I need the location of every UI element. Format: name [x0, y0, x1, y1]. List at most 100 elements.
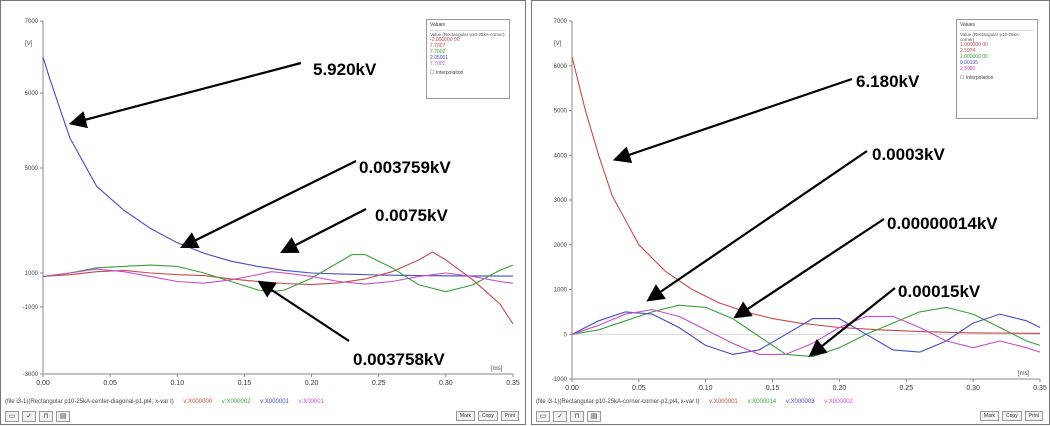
series-line	[42, 56, 514, 277]
legend-entry: 2.5974	[960, 48, 976, 54]
x-tick-label: 0.35	[506, 380, 520, 387]
legend-entry: 7.7007	[430, 43, 446, 49]
right-toolbar: ▭ ✓ ⊓ ▤	[536, 409, 601, 423]
y-tick-label: -3000	[23, 372, 39, 378]
caption-item: v:X000014	[747, 399, 777, 405]
cursor-tool-icon[interactable]: ⊓	[39, 410, 53, 422]
annotation-label: 5.920kV	[313, 60, 377, 79]
right-legend: Values Value (Rectangular p10-25kA-corne…	[956, 19, 1038, 119]
legend-title: Values	[430, 22, 445, 28]
x-tick-label: 0.00	[36, 380, 50, 387]
annotation-label: 6.180kV	[856, 72, 920, 91]
cursor-tool-icon[interactable]: ⊓	[570, 410, 584, 422]
y-tick-label: 3000	[554, 198, 568, 204]
x-tick-label: 0.20	[305, 380, 319, 387]
left-chart: 7000 6000 5000 1000 -1000 -3000 0.00 0.05 0.10 0.…	[23, 19, 520, 387]
annotation-label: 0.0075kV	[375, 206, 448, 225]
legend-title: Values	[960, 22, 975, 28]
annotation-arrow	[733, 218, 885, 319]
interpolation-label: Interpolation	[435, 70, 464, 76]
copy-button[interactable]: Copy	[1002, 411, 1022, 421]
legend-entry: 0.00195	[960, 60, 979, 66]
legend-entry: 1.000000 00	[960, 54, 988, 60]
x-tick-label: 0.15	[766, 385, 780, 392]
x-tick-label: 0.15	[238, 380, 252, 387]
left-legend: Values Value (Rectangular p10-25kA-corne…	[426, 19, 510, 99]
y-tick-label: -1000	[23, 305, 39, 311]
legend-entry: 7.7002	[430, 49, 446, 55]
x-tick-label: 0.30	[439, 380, 453, 387]
series-line	[42, 268, 514, 285]
mark-tool-icon[interactable]: ▭	[5, 410, 19, 422]
caption-file: (file i3-1)(Rectangular p10-25kA-center-…	[5, 399, 174, 405]
x-unit-label: [ms]	[491, 366, 503, 372]
legend-entry: 7.7001	[430, 61, 446, 67]
x-tick-label: 0.35	[1033, 385, 1047, 392]
interpolation-checkbox[interactable]: ☐ Interpolation	[960, 75, 994, 81]
annotation-arrow	[808, 287, 896, 357]
legend-entry: -2.000000 00	[430, 37, 460, 43]
y-tick-label: 7000	[25, 19, 39, 25]
annotation-label: 0.00000014kV	[887, 214, 998, 233]
interpolation-checkbox[interactable]: ☐ Interpolation	[430, 70, 464, 76]
annotation-label: 0.003759kV	[359, 158, 451, 177]
mark-button[interactable]: Mark	[455, 411, 476, 421]
y-tick-label: 5000	[25, 166, 39, 172]
interpolation-label: Interpolation	[965, 75, 994, 81]
annotation-arrow	[280, 208, 367, 254]
x-unit-label: [ms]	[1018, 371, 1030, 377]
left-buttons: Mark Copy Print	[455, 411, 519, 421]
caption-item: v:X00001	[298, 399, 324, 405]
check-tool-icon[interactable]: ✓	[553, 410, 567, 422]
y-tick-label: -1000	[552, 377, 568, 383]
print-button[interactable]: Print	[500, 411, 519, 421]
copy-button[interactable]: Copy	[478, 411, 498, 421]
caption-item: v:X000003	[785, 399, 815, 405]
x-tick-label: 0.10	[699, 385, 713, 392]
check-tool-icon[interactable]: ✓	[22, 410, 36, 422]
right-plot-panel: 7000 6000 5000 4000 3000 2000 1000 0 -1000 0.00 0.…	[531, 0, 1050, 425]
annotation-label: 0.003758kV	[353, 350, 445, 369]
legend-header: Value (Rectangular p10-25kA-corner)	[430, 30, 506, 37]
x-tick-label: 0.05	[632, 385, 646, 392]
x-tick-label: 0.20	[833, 385, 847, 392]
annotation-arrow	[68, 61, 302, 129]
y-tick-label: 0	[564, 332, 568, 338]
x-tick-label: 0.10	[170, 380, 184, 387]
print-button[interactable]: Print	[1024, 411, 1043, 421]
left-plot-panel: 7000 6000 5000 1000 -1000 -3000 0.00 0.05 0.10 0.…	[0, 0, 526, 425]
x-tick-label: 0.00	[565, 385, 579, 392]
series-line	[42, 251, 514, 325]
caption-item: v:X000000	[183, 399, 213, 405]
annotation-label: 0.0003kV	[872, 145, 945, 164]
left-caption: (file i3-1)(Rectangular p10-25kA-center-…	[5, 399, 324, 405]
caption-item: v:X000001	[260, 399, 289, 405]
legend-entry: 2.05001	[430, 55, 449, 61]
y-tick-label: 1000	[25, 271, 39, 277]
y-tick-label: 6000	[554, 64, 568, 70]
right-caption: (file i3-1)(Rectangular p10-25kA-corner-…	[536, 399, 853, 405]
x-tick-label: 0.05	[103, 380, 117, 387]
table-tool-icon[interactable]: ▤	[56, 410, 70, 422]
annotation-arrow	[612, 77, 853, 164]
caption-item: v:X000001	[709, 399, 738, 405]
legend-entry: 1.000000 00	[960, 42, 988, 48]
x-tick-label: 0.25	[899, 385, 913, 392]
annotation-arrow	[646, 150, 868, 302]
mark-button[interactable]: Mark	[979, 411, 1000, 421]
left-toolbar: ▭ ✓ ⊓ ▤	[5, 409, 70, 423]
table-tool-icon[interactable]: ▤	[587, 410, 601, 422]
caption-file: (file i3-1)(Rectangular p10-25kA-corner-…	[536, 399, 700, 405]
series-line	[42, 254, 514, 293]
legend-entry: 2.5980	[960, 66, 976, 72]
caption-item: v:X000002	[221, 399, 251, 405]
y-tick-label: 7000	[554, 19, 568, 25]
y-tick-label: 2000	[554, 243, 568, 249]
x-tick-label: 0.25	[372, 380, 386, 387]
series-line	[571, 309, 1041, 355]
series-line	[571, 56, 1041, 334]
legend-header: Value (Rectangular p10-25kA-corner)	[960, 30, 1034, 42]
y-unit-label: [V]	[25, 41, 33, 47]
mark-tool-icon[interactable]: ▭	[536, 410, 550, 422]
caption-item: v:X000002	[824, 399, 853, 405]
